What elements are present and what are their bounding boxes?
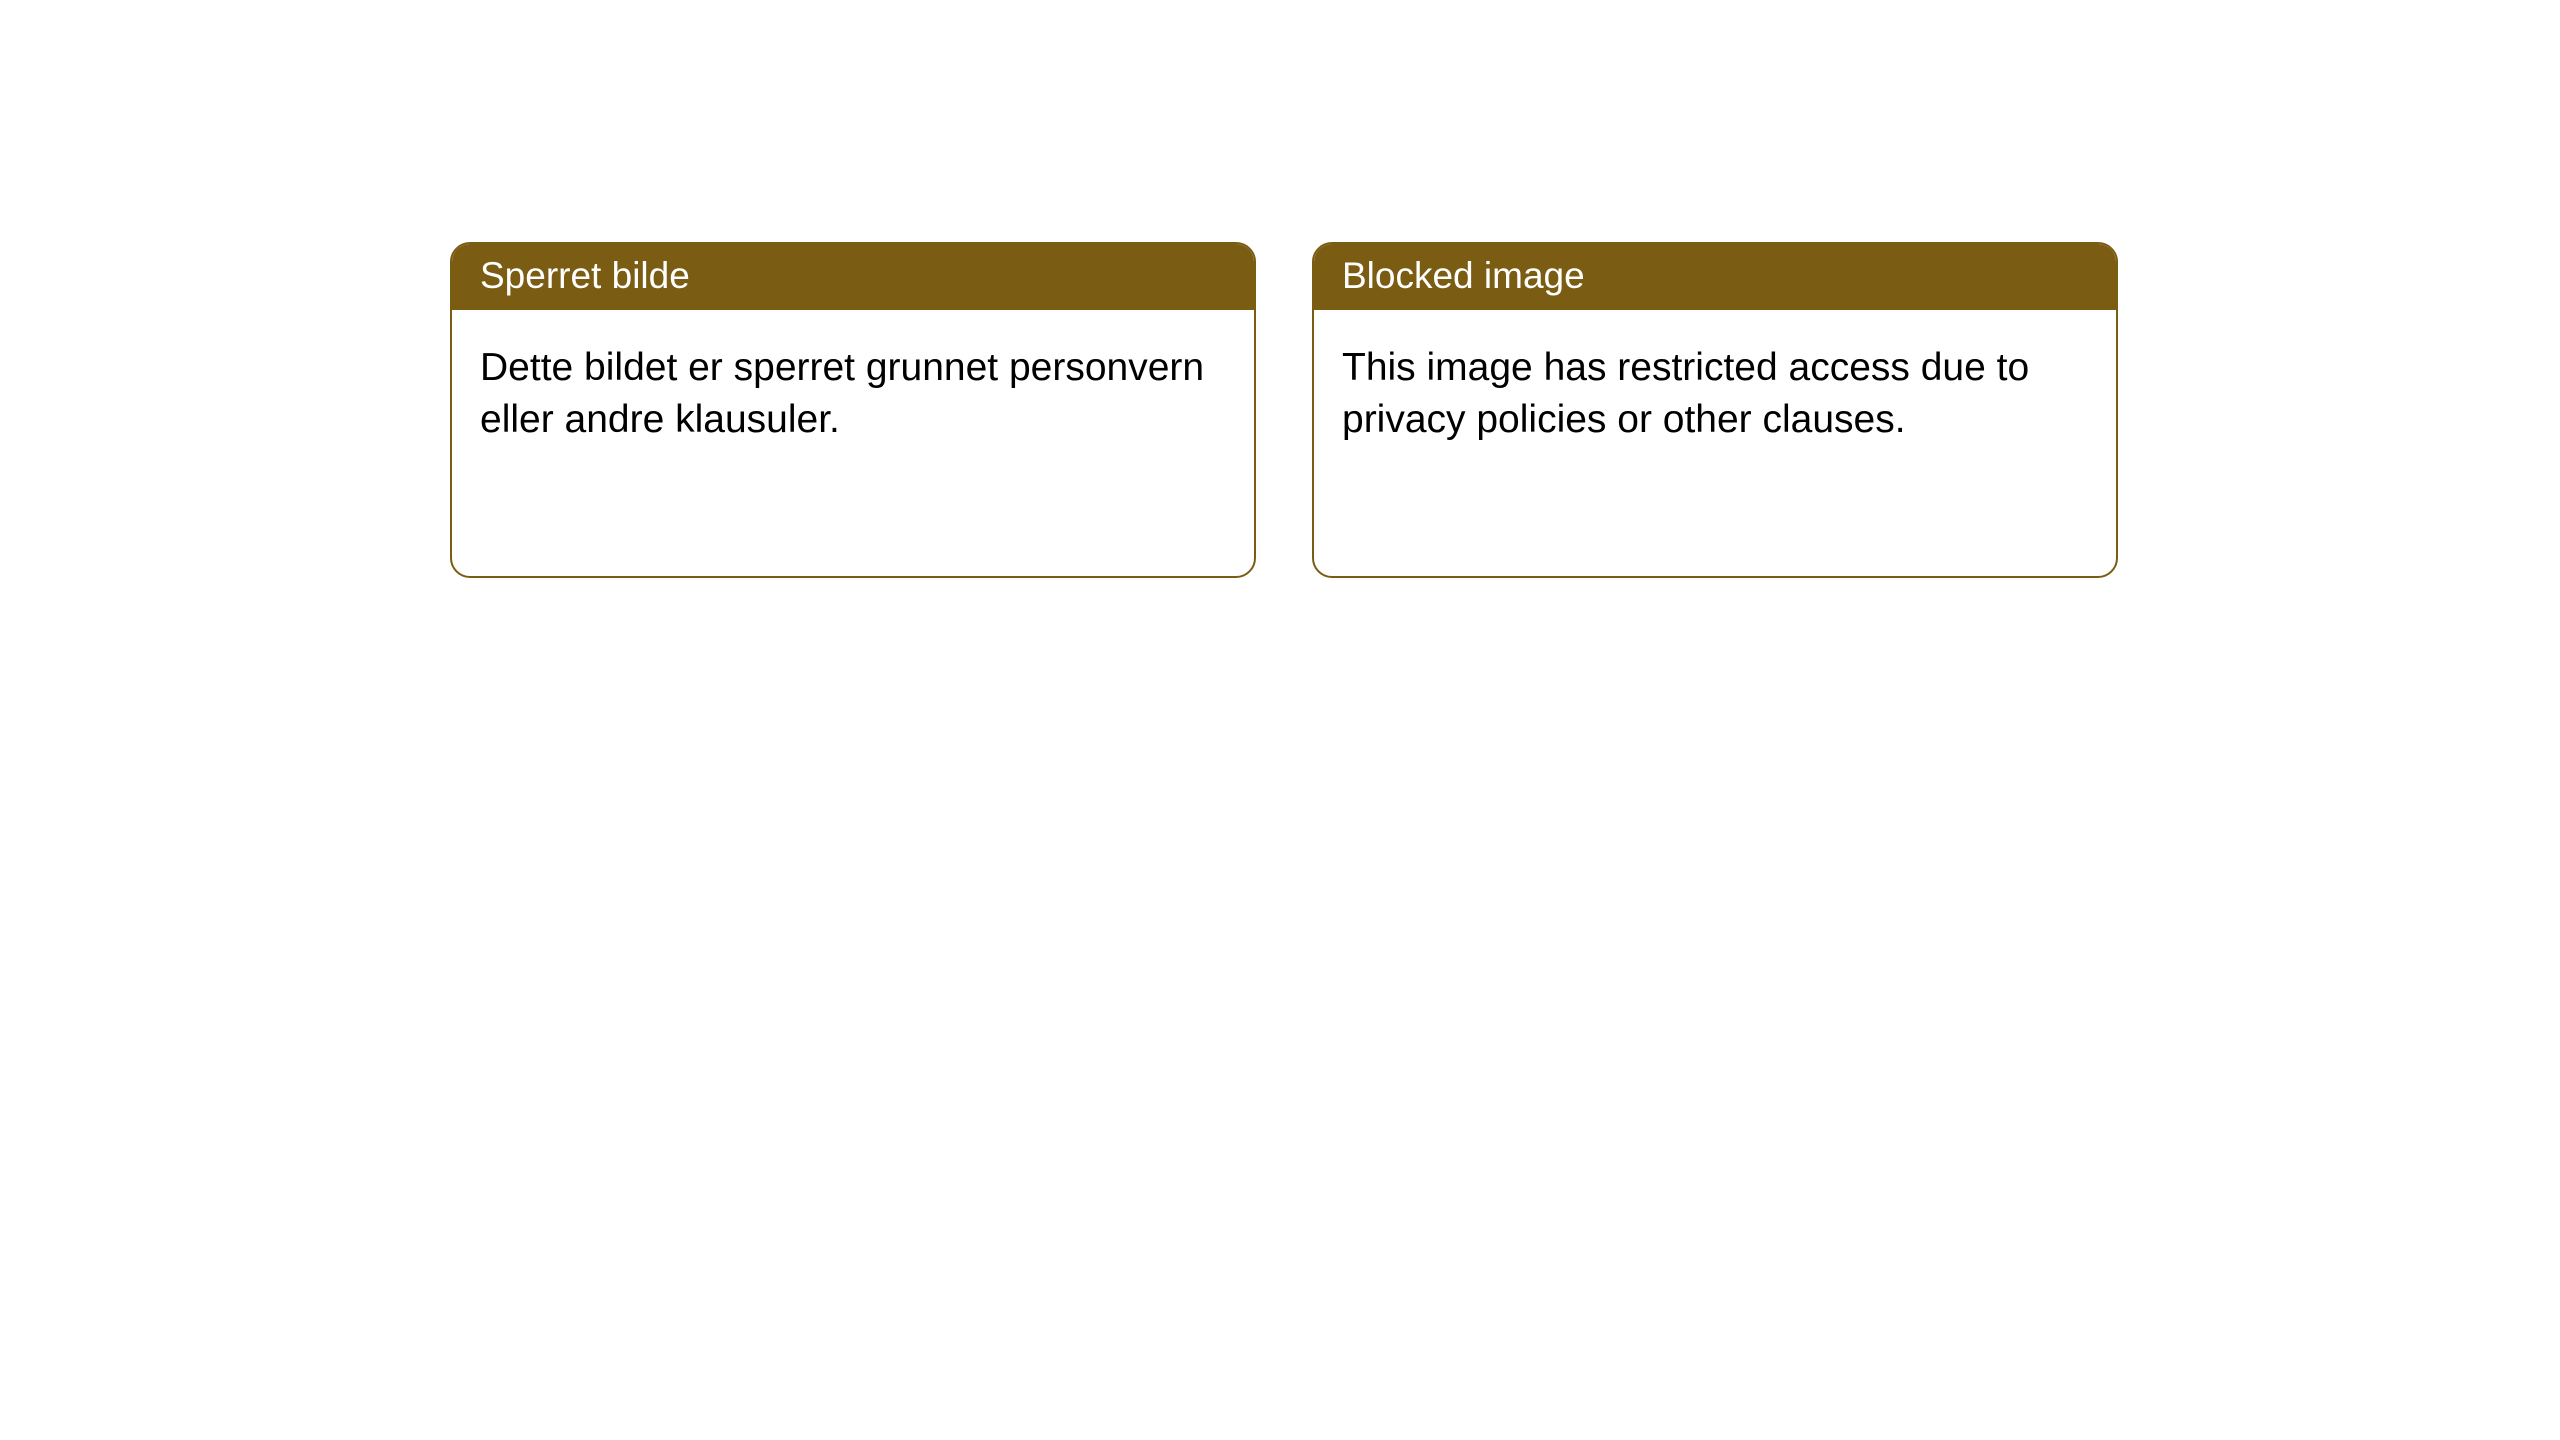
panel-container: Sperret bilde Dette bildet er sperret gr… bbox=[0, 0, 2560, 578]
panel-norwegian: Sperret bilde Dette bildet er sperret gr… bbox=[450, 242, 1256, 578]
panel-title-norwegian: Sperret bilde bbox=[452, 244, 1254, 310]
panel-body-english: This image has restricted access due to … bbox=[1314, 310, 2116, 477]
panel-body-norwegian: Dette bildet er sperret grunnet personve… bbox=[452, 310, 1254, 477]
panel-title-english: Blocked image bbox=[1314, 244, 2116, 310]
panel-english: Blocked image This image has restricted … bbox=[1312, 242, 2118, 578]
